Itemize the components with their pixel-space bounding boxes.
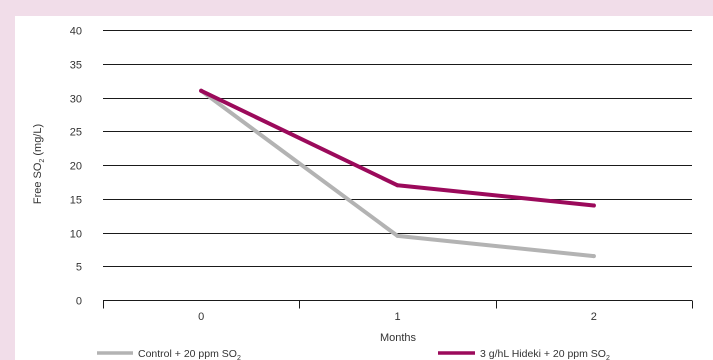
- y-tick-label-15: 15: [70, 195, 82, 207]
- series-0-point-1: [395, 233, 400, 238]
- x-tick-label-0: 0: [198, 311, 204, 323]
- legend-item-control: Control + 20 ppm SO2: [97, 348, 241, 360]
- series-0-point-2: [591, 254, 596, 259]
- legend-label-hideki: 3 g/hL Hideki + 20 ppm SO2: [480, 348, 610, 360]
- y-tick-label-40: 40: [70, 26, 82, 38]
- chart-panel: [15, 16, 713, 360]
- y-tick-label-25: 25: [70, 127, 82, 139]
- series-1-point-1: [395, 183, 400, 188]
- y-axis-title: Free SO2 (mg/L): [32, 124, 46, 204]
- y-tick-label-0: 0: [76, 296, 82, 308]
- y-tick-label-10: 10: [70, 229, 82, 241]
- axes: [103, 300, 693, 309]
- legend-label-control: Control + 20 ppm SO2: [138, 348, 241, 360]
- tick-labels: 0 5 10 15 20 25 30 35 40 0 1 2: [70, 26, 597, 324]
- series-1-point-0: [199, 88, 204, 93]
- x-axis-title: Months: [380, 332, 417, 344]
- series-lines: [199, 88, 596, 259]
- y-tick-label-30: 30: [70, 94, 82, 106]
- y-tick-label-35: 35: [70, 60, 82, 72]
- legend-item-hideki: 3 g/hL Hideki + 20 ppm SO2: [438, 348, 610, 360]
- x-tick-label-2: 2: [591, 311, 597, 323]
- grid-lines: [103, 30, 692, 267]
- legend: Control + 20 ppm SO2 3 g/hL Hideki + 20 …: [97, 348, 610, 360]
- x-tick-label-1: 1: [394, 311, 400, 323]
- series-1-point-2: [591, 203, 596, 208]
- y-tick-label-20: 20: [70, 161, 82, 173]
- y-tick-label-5: 5: [76, 262, 82, 274]
